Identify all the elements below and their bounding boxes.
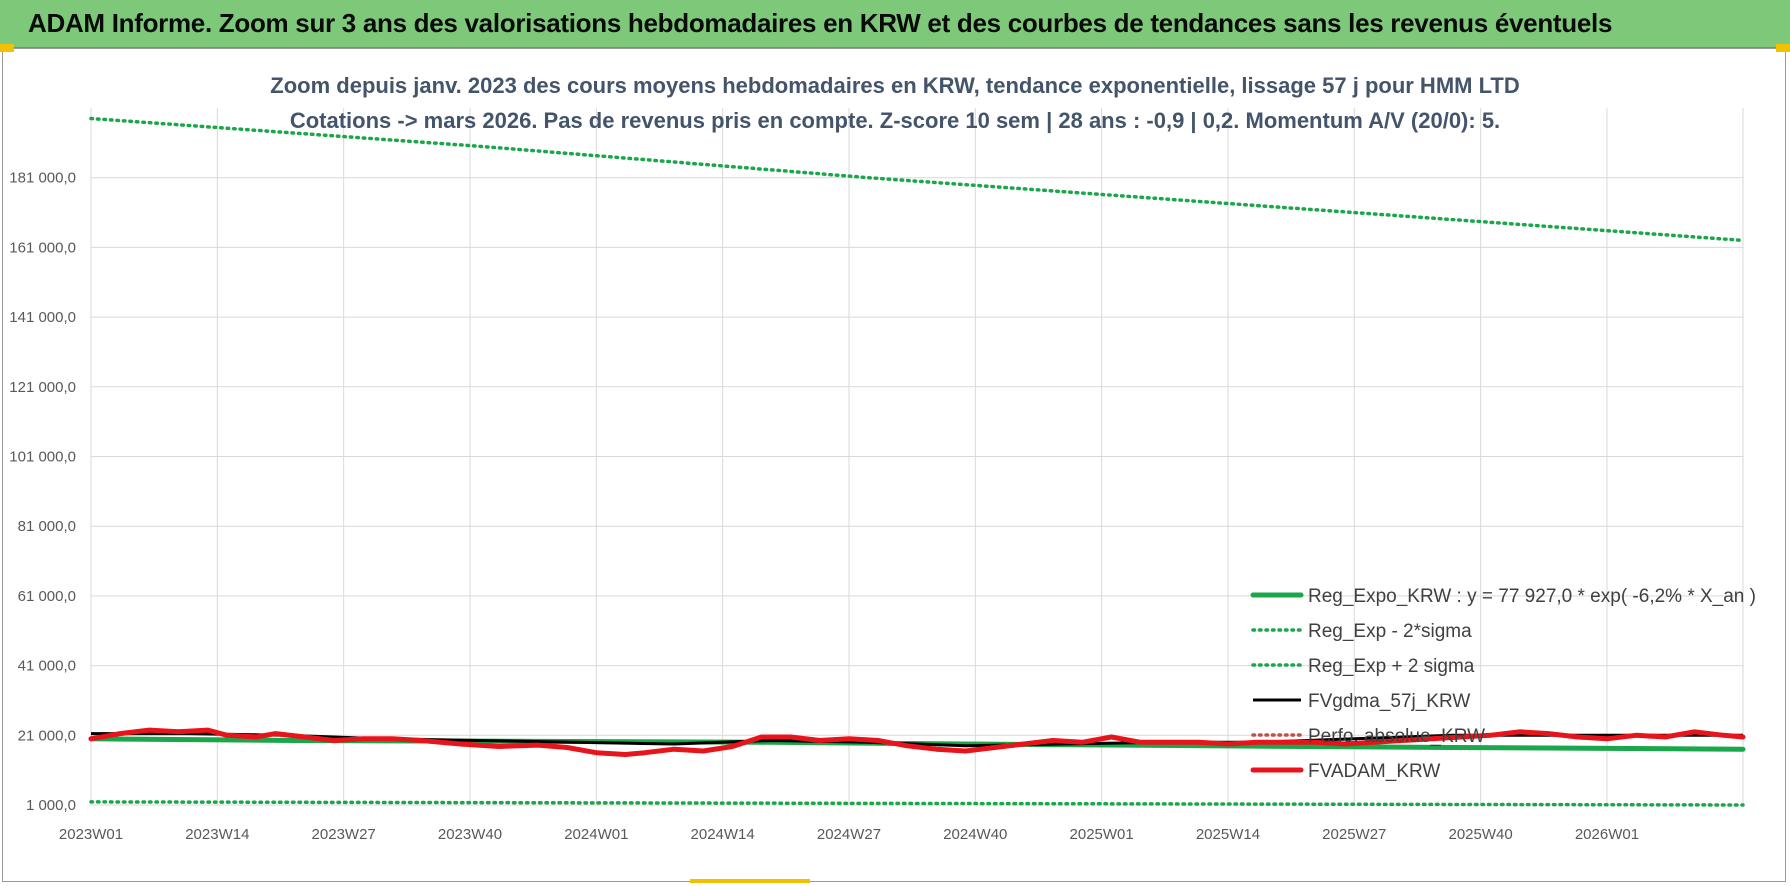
chart-title-line-1: Zoom depuis janv. 2023 des cours moyens … xyxy=(270,73,1519,98)
y-tick-label: 121 000,0 xyxy=(9,379,76,396)
chart-series xyxy=(88,116,1746,807)
legend-label: Reg_Exp + 2 sigma xyxy=(1308,656,1475,677)
y-tick-label: 21 000,0 xyxy=(18,727,76,744)
x-tick-label: 2023W40 xyxy=(438,826,502,843)
bottom-accent-bar xyxy=(690,879,810,883)
legend-label: Reg_Expo_KRW : y = 77 927,0 * exp( -6,2%… xyxy=(1308,586,1756,607)
x-tick-label: 2024W14 xyxy=(691,826,755,843)
y-tick-label: 41 000,0 xyxy=(18,658,76,675)
y-tick-label: 141 000,0 xyxy=(9,309,76,326)
legend-label: Reg_Exp - 2*sigma xyxy=(1308,621,1472,642)
report-title: ADAM Informe. Zoom sur 3 ans des valoris… xyxy=(28,8,1613,38)
x-tick-label: 2024W01 xyxy=(564,826,628,843)
chart-legend: Reg_Expo_KRW : y = 77 927,0 * exp( -6,2%… xyxy=(1250,586,1756,782)
legend-label: Perfo. absolue_KRW xyxy=(1308,726,1485,747)
series-line-fvadam-krw xyxy=(88,727,1746,757)
x-tick-label: 2023W27 xyxy=(312,826,376,843)
series-line-reg-exp xyxy=(89,116,1745,243)
y-tick-label: 81 000,0 xyxy=(18,518,76,535)
legend-label: FVADAM_KRW xyxy=(1308,761,1440,782)
y-tick-label: 161 000,0 xyxy=(9,239,76,256)
report-banner: ADAM Informe. Zoom sur 3 ans des valoris… xyxy=(0,0,1790,48)
frame-corner-top-right xyxy=(1776,44,1790,52)
y-tick-label: 101 000,0 xyxy=(9,449,76,466)
x-tick-label: 2023W14 xyxy=(185,826,249,843)
chart-grid xyxy=(90,108,1744,806)
y-tick-label: 1 000,0 xyxy=(26,797,76,814)
chart-title-line-2: Cotations -> mars 2026. Pas de revenus p… xyxy=(290,108,1500,133)
frame-corner-top-left xyxy=(0,44,14,52)
x-tick-label: 2024W40 xyxy=(943,826,1007,843)
y-axis-ticks: 1 000,0 21 000,0 41 000,0 61 000,0 81 000,0 1… xyxy=(9,170,76,814)
x-tick-label: 2023W01 xyxy=(59,826,123,843)
x-tick-label: 2025W40 xyxy=(1449,826,1513,843)
x-axis-ticks: 2023W01 2023W14 2023W27 2023W40 2024W01 2024W… xyxy=(59,826,1639,843)
x-tick-label: 2025W14 xyxy=(1196,826,1260,843)
y-tick-label: 61 000,0 xyxy=(18,588,76,605)
series-line-reg-exp xyxy=(89,800,1745,807)
y-tick-label: 181 000,0 xyxy=(9,170,76,187)
x-tick-label: 2025W01 xyxy=(1070,826,1134,843)
x-tick-label: 2025W27 xyxy=(1322,826,1386,843)
x-tick-label: 2026W01 xyxy=(1575,826,1639,843)
chart-frame xyxy=(2,48,1786,882)
x-tick-label: 2024W27 xyxy=(817,826,881,843)
legend-label: FVgdma_57j_KRW xyxy=(1308,691,1470,712)
